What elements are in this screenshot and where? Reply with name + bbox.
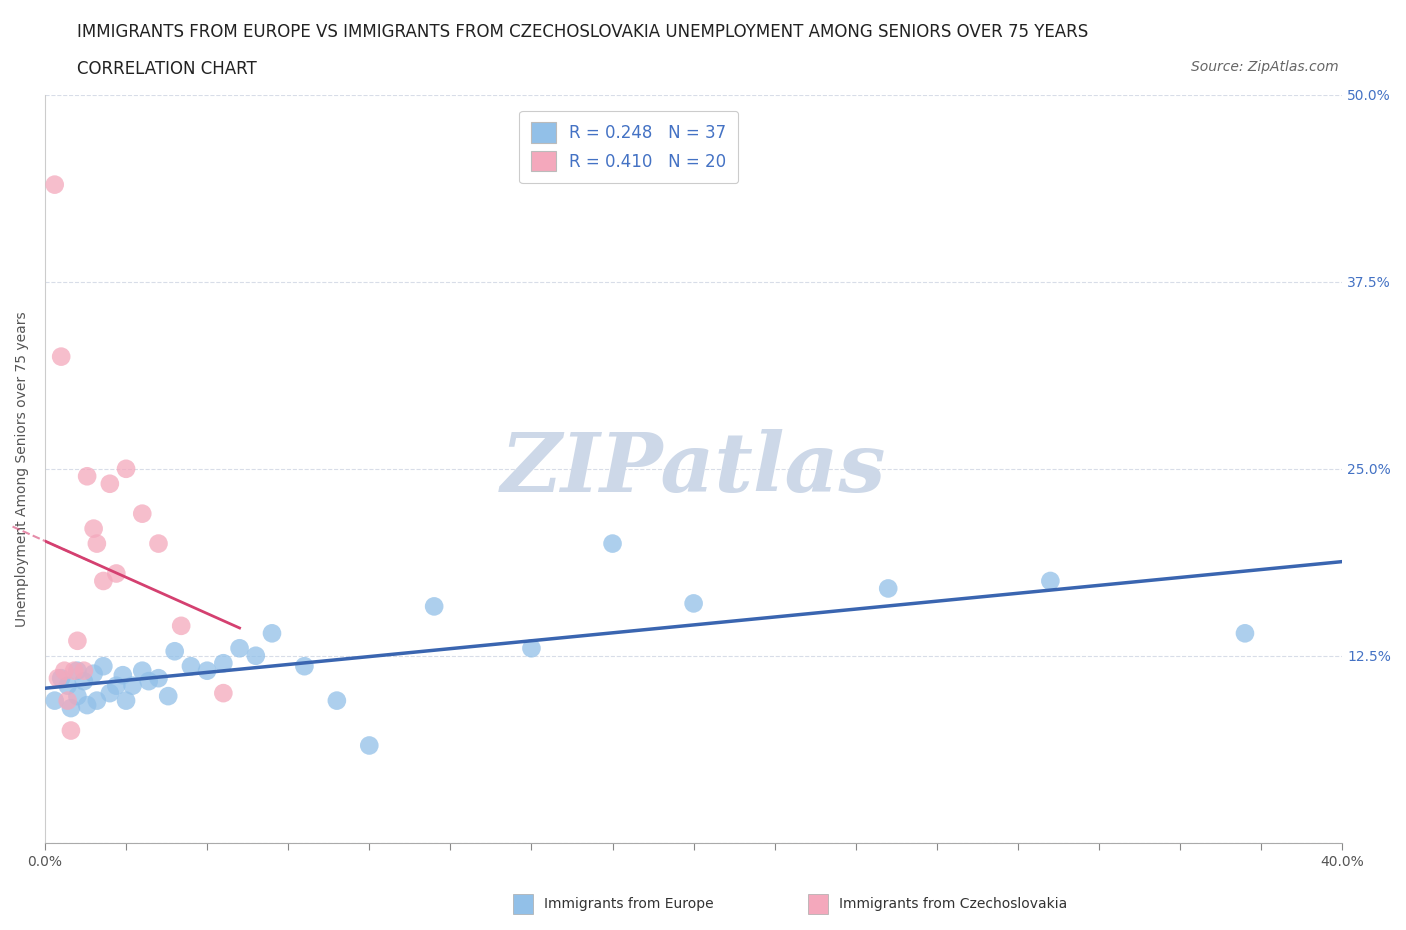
Legend: R = 0.248   N = 37, R = 0.410   N = 20: R = 0.248 N = 37, R = 0.410 N = 20 (519, 111, 738, 183)
Point (157, 689, 180, 704)
Point (56, 678, 79, 693)
Point (520, 641, 543, 656)
Point (66, 689, 89, 704)
Text: Source: ZipAtlas.com: Source: ZipAtlas.com (1191, 60, 1339, 74)
Point (44, 178, 66, 193)
Point (105, 678, 128, 693)
Point (170, 618, 193, 633)
Point (111, 668, 134, 683)
Point (51, 671, 73, 685)
Text: Immigrants from Czechoslovakia: Immigrants from Czechoslovakia (839, 897, 1067, 911)
Point (51, 349, 73, 364)
Point (83, 666, 105, 681)
Point (1039, 574, 1062, 589)
Point (66, 663, 89, 678)
Point (115, 693, 138, 708)
Point (46, 671, 69, 685)
Text: Immigrants from Europe: Immigrants from Europe (544, 897, 714, 911)
Point (326, 693, 349, 708)
Y-axis label: Unemployment Among Seniors over 75 years: Unemployment Among Seniors over 75 years (15, 311, 30, 627)
Point (148, 536, 170, 551)
Point (59, 700, 82, 715)
Point (131, 506, 153, 521)
Point (93, 574, 115, 589)
Point (86, 536, 108, 551)
Point (44, 693, 66, 708)
Point (423, 599, 446, 614)
Point (1233, 626, 1256, 641)
Point (245, 648, 267, 663)
Point (73, 673, 96, 688)
Point (83, 521, 105, 536)
Point (180, 658, 202, 673)
Point (66, 633, 89, 648)
Text: CORRELATION CHART: CORRELATION CHART (77, 60, 257, 78)
Text: IMMIGRANTS FROM EUROPE VS IMMIGRANTS FROM CZECHOSLOVAKIA UNEMPLOYMENT AMONG SENI: IMMIGRANTS FROM EUROPE VS IMMIGRANTS FRO… (77, 23, 1088, 41)
Point (53, 663, 76, 678)
Point (877, 581, 900, 596)
Point (163, 644, 186, 658)
Point (76, 469, 98, 484)
Point (138, 673, 160, 688)
Point (212, 685, 235, 700)
Point (98, 476, 121, 491)
Point (86, 693, 108, 708)
Point (115, 461, 138, 476)
Point (294, 658, 316, 673)
Point (121, 678, 143, 693)
Point (131, 663, 153, 678)
Point (56, 693, 79, 708)
Point (93, 658, 115, 673)
Point (212, 656, 235, 671)
Point (59, 724, 82, 738)
Point (602, 536, 624, 551)
Point (76, 698, 98, 712)
Point (98, 685, 121, 700)
Point (682, 596, 704, 611)
Point (260, 626, 283, 641)
Point (105, 566, 128, 581)
Point (195, 663, 218, 678)
Point (359, 738, 381, 753)
Point (148, 671, 170, 685)
Point (228, 641, 250, 656)
Text: ZIPatlas: ZIPatlas (501, 429, 886, 509)
Point (73, 663, 96, 678)
Point (63, 663, 86, 678)
